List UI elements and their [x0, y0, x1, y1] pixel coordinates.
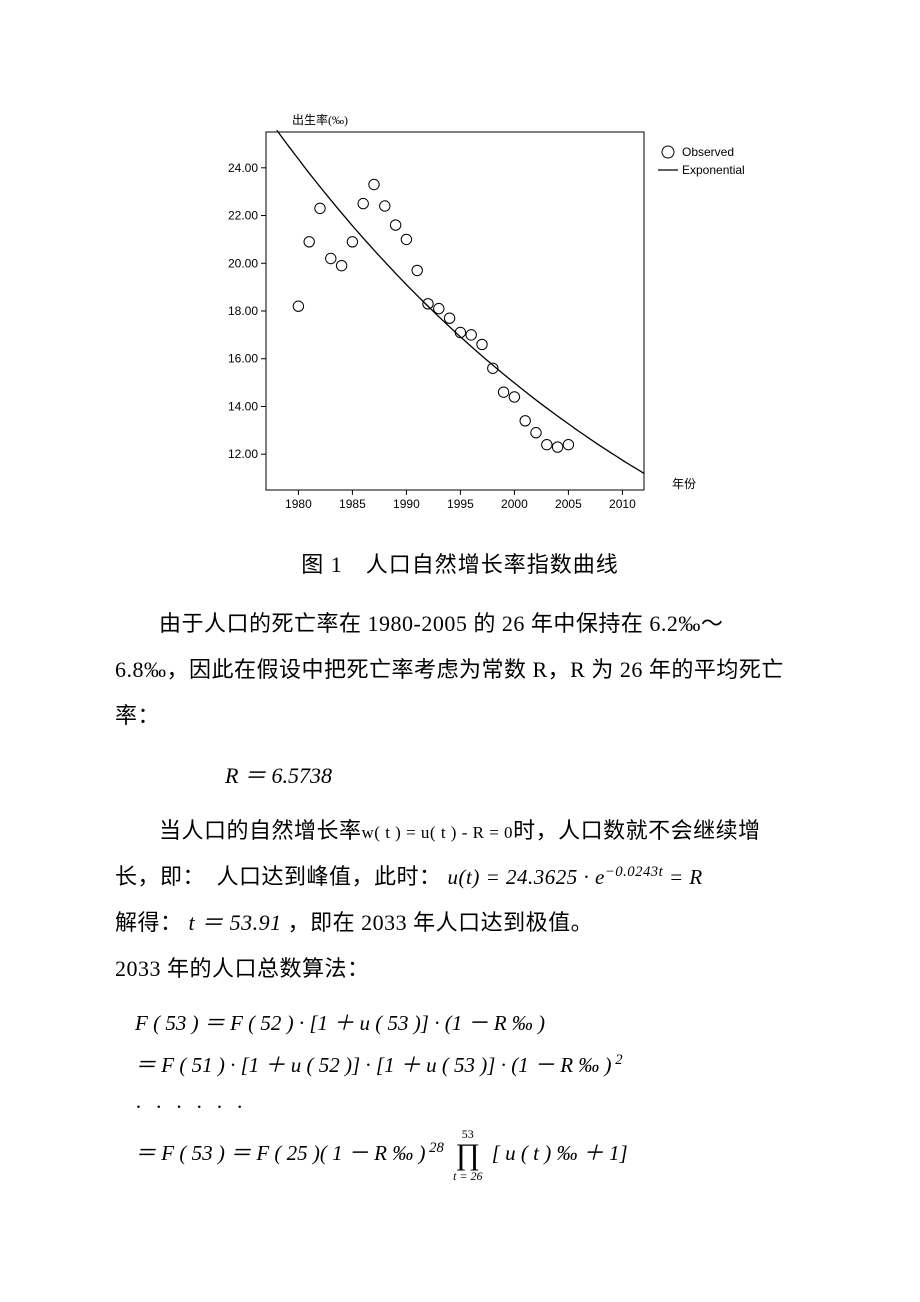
eq-line-3: · · · · · · [135, 1095, 247, 1119]
text: 当人口的自然增长率 [159, 818, 362, 843]
svg-text:20.00: 20.00 [228, 256, 258, 270]
text: ，即在 2033 年人口达到极值。 [288, 910, 594, 935]
eq-line-4-sup: 28 [425, 1140, 443, 1156]
paragraph-4: 2033 年的人口总数算法： [115, 946, 805, 992]
paragraph-2c: 长，即： 人口达到峰值，此时： u(t) = 24.3625 · e−0.024… [115, 854, 805, 900]
svg-text:1985: 1985 [339, 497, 366, 511]
text: 长，即： 人口达到峰值，此时： [115, 864, 442, 889]
eq-line-4-pre: ＝ F ( 53 ) ＝ F ( 25 )( 1 － R ‰ ) [135, 1141, 425, 1165]
prod-bottom: t = 26 [453, 1170, 482, 1182]
svg-text:18.00: 18.00 [228, 304, 258, 318]
eq-line-2: ＝ F ( 51 ) · [1 ＋ u ( 52 )] · [1 ＋ u ( 5… [135, 1053, 612, 1077]
paragraph-1b: 6.8‰，因此在假设中把死亡率考虑为常数 R，R 为 26 年的平均死亡率： [115, 647, 805, 739]
svg-text:1990: 1990 [393, 497, 420, 511]
text: 时，人口数就不会继续增 [513, 818, 761, 843]
paragraph-2: 当人口的自然增长率w( t ) = u( t ) - R = 0时，人口数就不会… [115, 808, 805, 854]
svg-text:16.00: 16.00 [228, 352, 258, 366]
svg-text:14.00: 14.00 [228, 399, 258, 413]
svg-text:22.00: 22.00 [228, 209, 258, 223]
eq-line-4-post: [ u ( t ) ‰ ＋ 1] [492, 1141, 628, 1165]
text: 解得： [115, 910, 183, 935]
svg-text:2010: 2010 [609, 497, 636, 511]
chart-container: 12.00 14.00 16.00 18.00 20.00 22.00 24.00 1980 1… [220, 110, 750, 535]
figure-caption: 图 1 人口自然增长率指数曲线 [115, 547, 805, 579]
svg-text:12.00: 12.00 [228, 447, 258, 461]
svg-text:Exponential: Exponential [682, 163, 745, 177]
eq-line-2-sup: 2 [612, 1052, 623, 1068]
svg-text:年份: 年份 [672, 477, 696, 491]
u-exp: −0.0243t [605, 864, 663, 880]
svg-text:Observed: Observed [682, 145, 734, 159]
svg-text:2005: 2005 [555, 497, 582, 511]
inline-math-t: t ＝ 53.91 [189, 910, 288, 935]
eq-line-1: F ( 53 ) ＝ F ( 52 ) · [1 ＋ u ( 53 )] · (… [135, 1011, 545, 1035]
product-symbol: 53 ∏ t = 26 [453, 1128, 482, 1182]
svg-text:1980: 1980 [285, 497, 312, 511]
svg-text:出生率(‰): 出生率(‰) [292, 112, 348, 127]
paragraph-1a: 由于人口的死亡率在 1980-2005 的 26 年中保持在 6.2‰～ [115, 601, 805, 647]
formula-block-F: F ( 53 ) ＝ F ( 52 ) · [1 ＋ u ( 53 )] · (… [135, 1002, 805, 1182]
u-base: u(t) = 24.3625 · e [448, 865, 605, 889]
svg-text:24.00: 24.00 [228, 161, 258, 175]
svg-text:1995: 1995 [447, 497, 474, 511]
inline-math-u: u(t) = 24.3625 · e−0.0243t = R [448, 865, 703, 889]
u-tail: = R [663, 865, 703, 889]
svg-text:2000: 2000 [501, 497, 528, 511]
inline-math-w: w( t ) = u( t ) - R = 0 [362, 823, 514, 842]
birthrate-chart: 12.00 14.00 16.00 18.00 20.00 22.00 24.00 1980 1… [220, 110, 750, 530]
formula-R: R ＝ 6.5738 [225, 758, 805, 790]
paragraph-3: 解得： t ＝ 53.91 ，即在 2033 年人口达到极值。 [115, 900, 805, 946]
